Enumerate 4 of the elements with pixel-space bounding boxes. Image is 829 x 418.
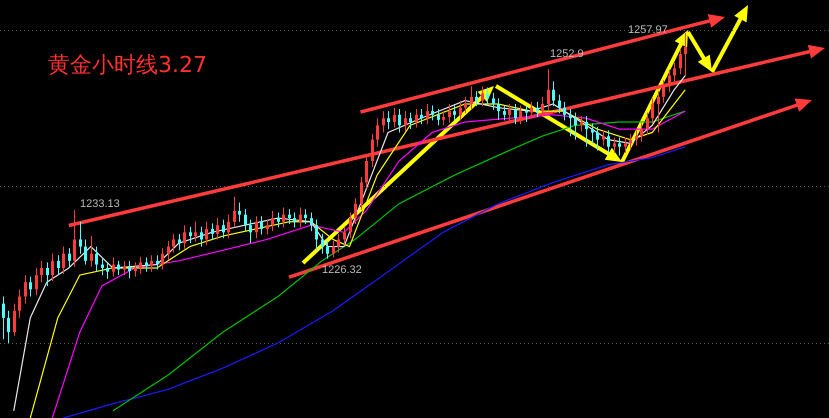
annotation: 1233.13	[80, 198, 120, 210]
annotation: 1226.32	[322, 264, 362, 276]
annotation: 1257.97	[628, 24, 668, 36]
text: 黄金小时线3.27	[48, 52, 207, 80]
